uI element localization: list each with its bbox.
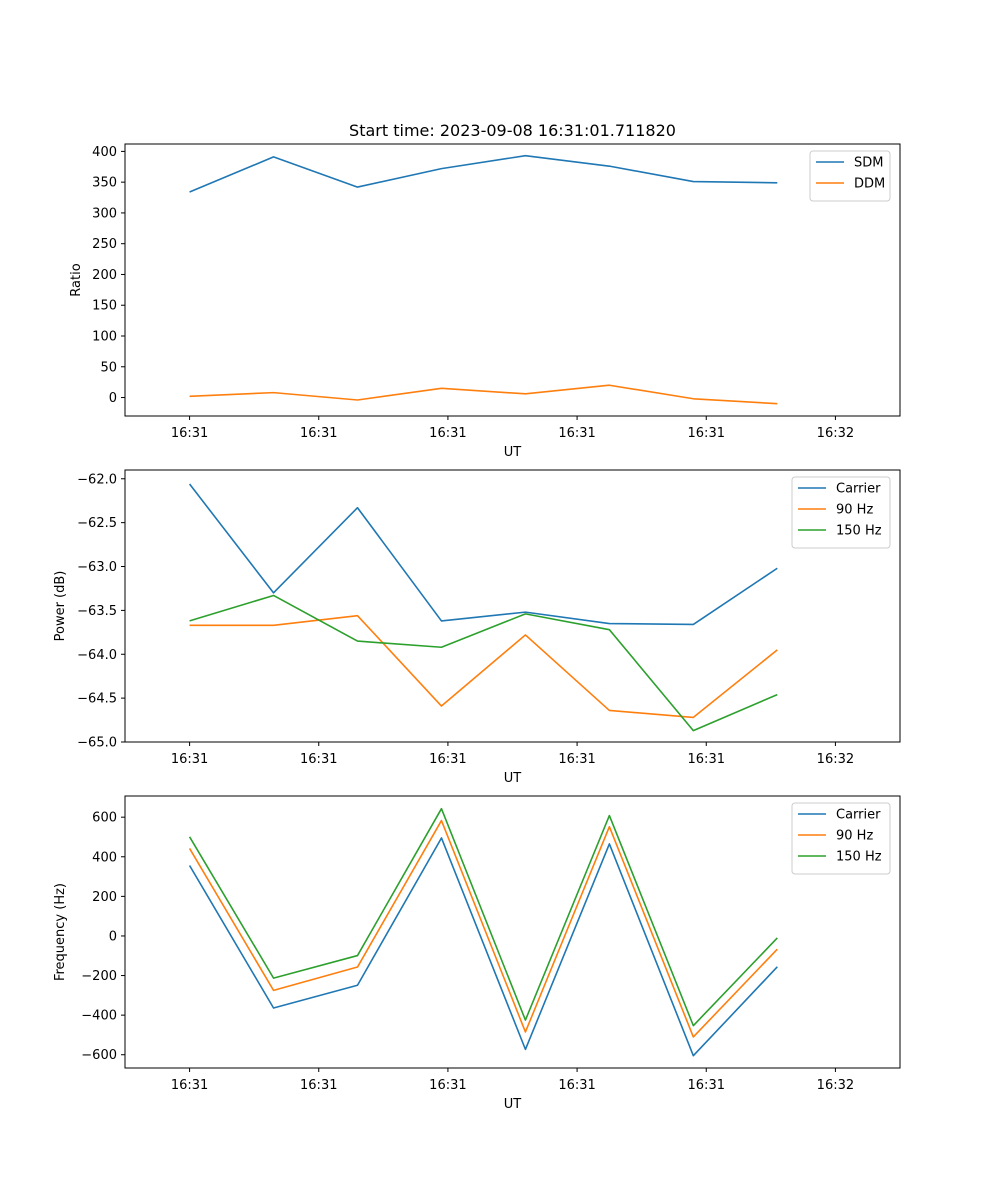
ratio-legend-label: DDM [854,177,885,192]
power-y-tick-label: −62.5 [77,516,117,531]
ratio-legend-box [809,150,891,202]
power-legend: Carrier 90 Hz 150 Hz [791,476,891,549]
power-y-axis-label: Power (dB) [53,571,68,642]
frequency-y-axis-label: Frequency (Hz) [53,883,68,981]
ratio-legend: SDM DDM [809,150,891,202]
power-legend-label: 90 Hz [836,503,873,518]
ratio-y-tick-label: 300 [92,206,117,221]
ratio-series-sdm [189,154,778,193]
frequency-series-carrier [188,837,778,1057]
power-x-tick-label: 16:31 [300,752,337,767]
ratio-y-axis-label: Ratio [69,263,84,296]
power-x-tick-label: 16:32 [817,752,854,767]
frequency-y-tick-label: 0 [109,929,117,944]
ratio-legend-label: SDM [854,156,883,171]
ratio-y-tick-label: 400 [92,145,117,160]
ratio-series-ddm [189,384,778,405]
ratio-x-tick-label: 16:31 [300,426,337,441]
ratio-y-tick-label: 50 [100,360,117,375]
frequency-legend-label: 150 Hz [836,850,882,865]
frequency-x-tick-label: 16:31 [688,1078,725,1093]
frequency-legend-label: 90 Hz [836,829,873,844]
frequency-y-tick-label: 400 [92,850,117,865]
ratio-y-tick-label: 200 [92,268,117,283]
power-y-tick-label: −64.5 [77,692,117,707]
power-x-tick-label: 16:31 [688,752,725,767]
power-x-tick-label: 16:31 [429,752,466,767]
power-x-tick-label: 16:31 [171,752,208,767]
frequency-x-axis-label: UT [504,1097,522,1112]
figure-title: Start time: 2023-09-08 16:31:01.711820 [349,121,676,140]
power-x-axis-label: UT [504,771,522,786]
ratio-axes-frame [124,143,901,417]
ratio-y-tick-label: 100 [92,330,117,345]
frequency-legend-label: Carrier [836,808,881,823]
power-y-tick-label: −63.5 [77,604,117,619]
power-legend-label: 150 Hz [836,524,882,539]
power-legend-label: Carrier [836,482,881,497]
power-y-tick-label: −62.0 [77,472,117,487]
ratio-y-tick-label: 250 [92,237,117,252]
frequency-y-tick-label: −600 [81,1048,117,1063]
ratio-x-tick-label: 16:31 [558,426,595,441]
frequency-series-150-hz [188,807,778,1027]
power-series-carrier [188,483,778,626]
power-x-tick-label: 16:31 [558,752,595,767]
ratio-y-tick-label: 350 [92,176,117,191]
power-panel: 16:31 16:31 16:31 16:31 16:31 16:32 −65.0 −64.5… [53,469,901,786]
power-series-150-hz [189,594,778,732]
frequency-x-tick-label: 16:31 [429,1078,466,1093]
power-y-tick-label: −65.0 [77,736,117,751]
power-y-tick-label: −63.0 [77,560,117,575]
ratio-x-tick-label: 16:32 [817,426,854,441]
frequency-panel: 16:31 16:31 16:31 16:31 16:31 16:32 −600 −400 −2… [53,795,901,1112]
ratio-x-tick-label: 16:31 [429,426,466,441]
frequency-legend: Carrier 90 Hz 150 Hz [791,802,891,875]
ratio-x-axis-label: UT [504,445,522,460]
ratio-panel: 16:31 16:31 16:31 16:31 16:31 16:32 0 50 100 150 2… [69,121,901,460]
power-y-tick-label: −64.0 [77,648,117,663]
frequency-y-tick-label: 200 [92,890,117,905]
frequency-y-tick-label: −400 [81,1009,117,1024]
power-series-90-hz [189,614,778,719]
frequency-x-tick-label: 16:31 [171,1078,208,1093]
frequency-axes-frame [124,795,901,1069]
frequency-series-90-hz [188,819,778,1038]
ratio-y-tick-label: 150 [92,299,117,314]
ratio-x-tick-label: 16:31 [688,426,725,441]
frequency-x-tick-label: 16:31 [558,1078,595,1093]
frequency-x-tick-label: 16:31 [300,1078,337,1093]
ratio-x-tick-label: 16:31 [171,426,208,441]
frequency-y-tick-label: 600 [92,811,117,826]
frequency-y-tick-label: −200 [81,969,117,984]
ratio-y-tick-label: 0 [109,391,117,406]
frequency-x-tick-label: 16:32 [817,1078,854,1093]
power-axes-frame [124,469,901,743]
